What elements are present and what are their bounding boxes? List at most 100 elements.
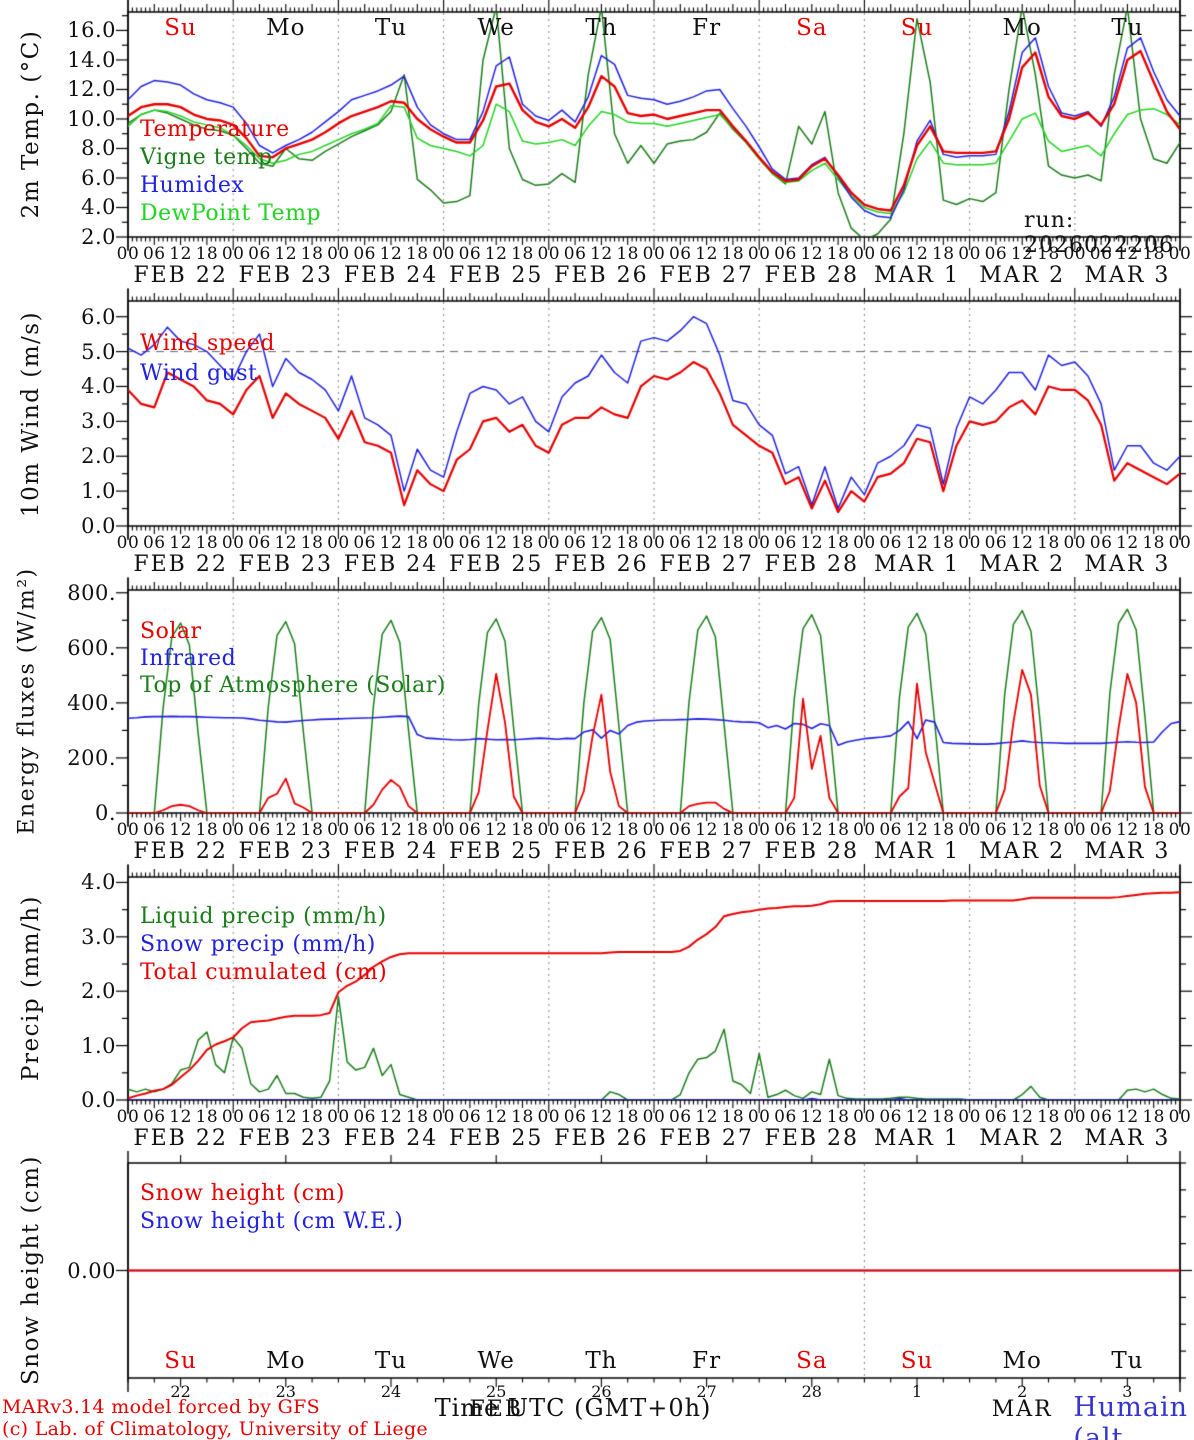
x-day-label: FEB 25	[448, 263, 544, 288]
x-hour-label: 06	[248, 533, 271, 553]
x-hour-label: 12	[1116, 820, 1139, 840]
legend-snow-height: Snow height (cm)	[140, 1181, 345, 1206]
x-hour-label: 06	[248, 820, 271, 840]
x-hour-label: 12	[1116, 533, 1139, 553]
x-hour-label: 06	[668, 820, 692, 840]
y-tick-label: 4.0	[81, 870, 116, 895]
x-hour-label: 00	[432, 533, 455, 553]
y-tick-label: 8.0	[81, 136, 116, 161]
x-hour-label: 06	[774, 533, 797, 553]
legend-wind-speed: Wind speed	[140, 331, 276, 356]
day-number-label: 2	[1017, 1382, 1028, 1401]
x-hour-label: 18	[511, 820, 534, 840]
weekday-label: Mo	[1002, 1348, 1042, 1374]
weekday-label: We	[477, 1348, 515, 1374]
run-label: run: 2026022206	[1024, 208, 1175, 258]
x-hour-label: 18	[1037, 244, 1060, 264]
x-hour-label: 12	[905, 1107, 929, 1127]
legend-solar: Solar	[140, 619, 202, 644]
x-day-label: FEB 24	[343, 1126, 439, 1151]
x-day-label: MAR 2	[979, 552, 1066, 577]
x-hour-label: 12	[379, 820, 403, 840]
x-hour-label: 06	[563, 1107, 587, 1127]
x-hour-label: 00	[642, 820, 666, 840]
weekday-label: Mo	[1002, 15, 1042, 41]
x-hour-label: 06	[563, 244, 587, 264]
y-tick-label: 2.0	[81, 225, 116, 249]
y-tick-label: 0.0	[81, 1088, 116, 1112]
x-hour-label: 18	[616, 244, 640, 264]
x-hour-label: 18	[511, 244, 534, 264]
y-tick-label: 400.	[67, 690, 116, 715]
x-hour-label: 18	[1142, 533, 1166, 553]
x-hour-label: 06	[774, 820, 797, 840]
x-hour-label: 00	[537, 533, 561, 553]
x-axis-title: Time UTC (GMT+0h)	[434, 1394, 712, 1422]
x-hour-label: 18	[616, 820, 640, 840]
x-hour-label: 06	[1089, 820, 1113, 840]
x-day-label: FEB 25	[448, 1126, 544, 1151]
x-hour-label: 06	[1089, 533, 1113, 553]
y-tick-label: 3.0	[81, 409, 116, 434]
x-hour-label: 18	[405, 820, 429, 840]
x-hour-label: 00	[1168, 820, 1192, 840]
legend-total-cumulated: Total cumulated (cm)	[140, 960, 388, 985]
y-tick-label: 4.0	[81, 195, 116, 220]
day-number-label: 1	[911, 1382, 923, 1401]
weekday-label: Tu	[374, 15, 408, 41]
x-hour-label: 12	[695, 533, 718, 553]
day-number-label: 27	[696, 1382, 717, 1401]
weekday-label: Tu	[374, 1348, 408, 1374]
x-day-label: FEB 26	[554, 552, 649, 577]
x-hour-label: 12	[484, 820, 508, 840]
x-hour-label: 00	[116, 820, 140, 840]
weekday-label: Mo	[266, 15, 306, 41]
x-hour-label: 00	[116, 1107, 140, 1127]
x-hour-label: 12	[274, 820, 298, 840]
month-label: FEB	[469, 1397, 523, 1422]
x-hour-label: 12	[274, 244, 298, 264]
x-day-label: FEB 27	[659, 552, 754, 577]
x-hour-label: 12	[1010, 1107, 1034, 1127]
x-hour-label: 18	[300, 1107, 324, 1127]
x-hour-label: 00	[221, 244, 245, 264]
x-hour-label: 00	[747, 820, 771, 840]
legend-temperature: Temperature	[140, 117, 290, 142]
x-hour-label: 18	[195, 820, 219, 840]
x-hour-label: 00	[958, 533, 981, 553]
x-hour-label: 00	[642, 533, 666, 553]
x-hour-label: 06	[668, 244, 692, 264]
x-hour-label: 18	[195, 244, 219, 264]
x-day-label: FEB 23	[238, 552, 334, 577]
legend-liquid-precip: Liquid precip (mm/h)	[140, 904, 387, 929]
x-day-label: FEB 22	[133, 839, 228, 864]
x-hour-label: 12	[484, 533, 508, 553]
x-hour-label: 06	[563, 820, 587, 840]
x-hour-label: 18	[195, 1107, 219, 1127]
x-hour-label: 06	[1089, 1107, 1113, 1127]
x-hour-label: 06	[142, 533, 166, 553]
weekday-label: Th	[585, 15, 618, 41]
legend-snow-height-we: Snow height (cm W.E.)	[140, 1209, 404, 1234]
station-label: Humain (alt. 283m)	[1073, 1392, 1188, 1440]
x-hour-label: 18	[931, 533, 955, 553]
x-hour-label: 06	[458, 1107, 482, 1127]
x-hour-label: 18	[721, 1107, 745, 1127]
x-hour-label: 18	[1142, 1107, 1166, 1127]
x-hour-label: 06	[879, 1107, 903, 1127]
x-hour-label: 12	[1116, 1107, 1139, 1127]
x-hour-label: 00	[116, 533, 140, 553]
y-tick-label: 4.0	[81, 374, 116, 399]
y-tick-label: 2.0	[81, 444, 116, 469]
x-hour-label: 12	[484, 1107, 508, 1127]
x-hour-label: 12	[1010, 533, 1034, 553]
weekday-label: Th	[585, 1348, 618, 1374]
weekday-label: Su	[900, 1348, 934, 1374]
weekday-label: Fr	[692, 1348, 722, 1374]
weekday-label: Tu	[1111, 1348, 1144, 1374]
x-hour-label: 00	[221, 820, 245, 840]
y-tick-label: 6.0	[81, 304, 116, 329]
legend-dewpoint-temp: DewPoint Temp	[140, 201, 322, 226]
x-day-label: MAR 3	[1084, 839, 1171, 864]
